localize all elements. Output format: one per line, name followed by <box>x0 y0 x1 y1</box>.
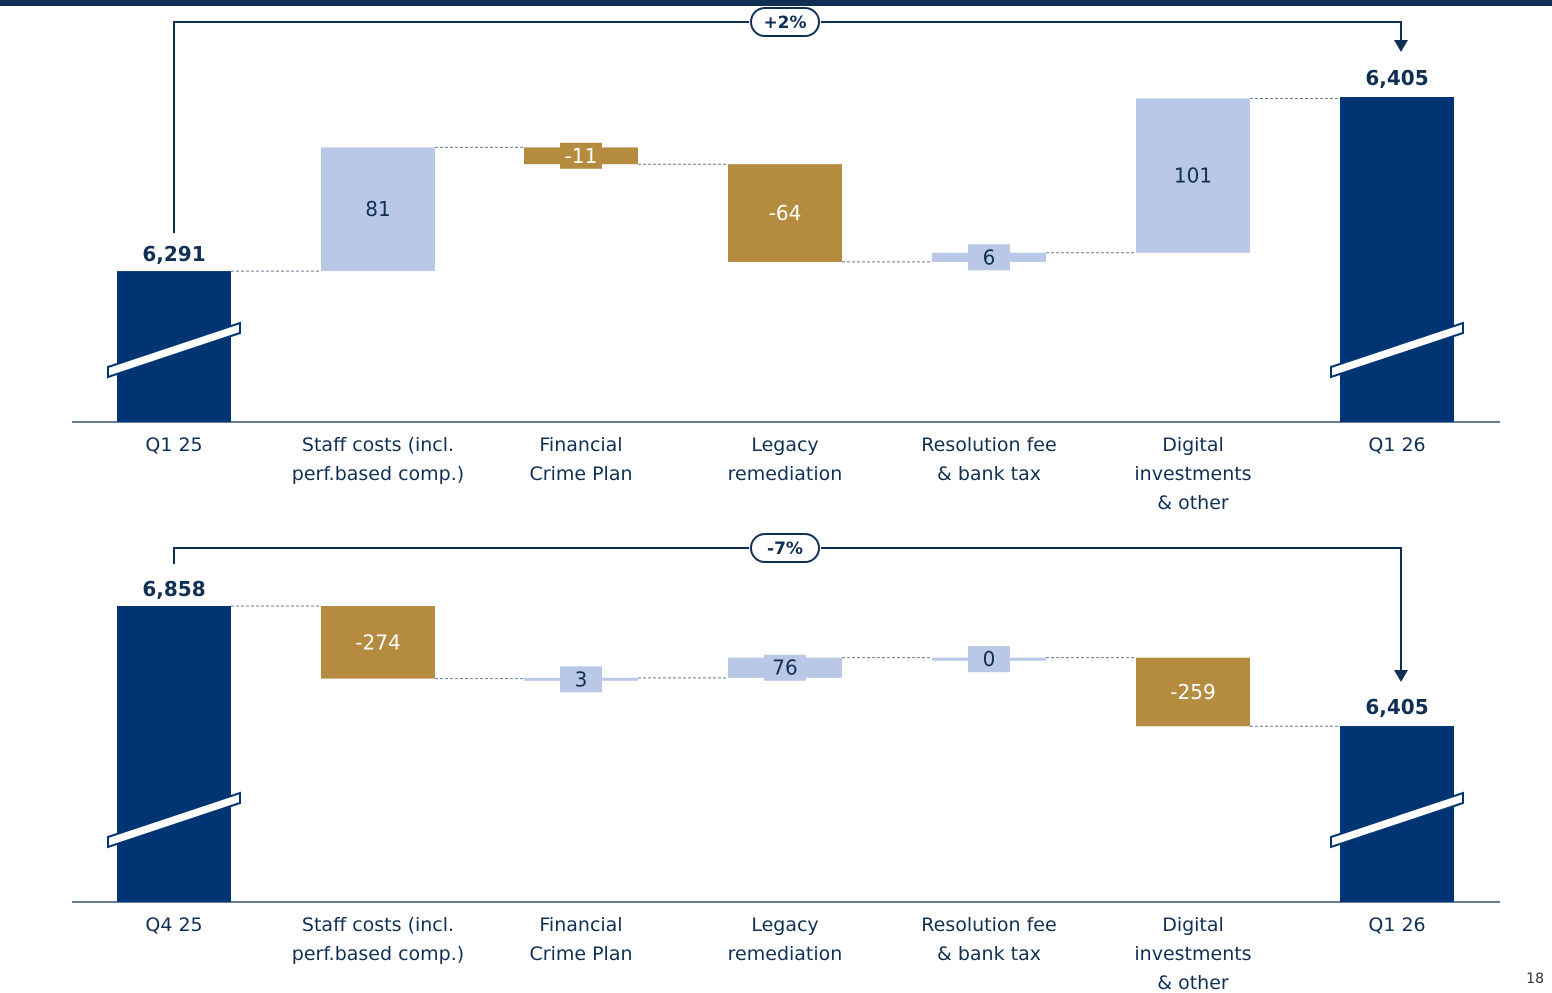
axis-break-end <box>1330 791 1464 849</box>
waterfall-panel-1: 6,291 81 -11 -64 6 101 6,405 +2% Q1 25 Staff cost… <box>72 7 1500 514</box>
category-label-1: Q1 25 <box>145 434 202 456</box>
value-label-4: 6 <box>983 245 996 269</box>
bar-step-3 <box>728 164 842 262</box>
value-label-1: -274 <box>355 630 400 654</box>
value-label-3: -64 <box>769 201 802 225</box>
total-label-end: 6,405 <box>1365 66 1428 90</box>
value-label-1: 81 <box>365 197 390 221</box>
waterfall-panel-2: 6,858 -274 3 76 0 -259 6,405 -7% Q4 25 Staff cost… <box>72 533 1500 993</box>
value-label-4: 0 <box>983 647 996 671</box>
category-label-5: Resolution fee <box>921 434 1056 456</box>
value-label-3: 76 <box>772 656 797 680</box>
category-label-4: Legacy <box>751 434 818 456</box>
value-label-5: 101 <box>1174 164 1212 188</box>
value-label-box-4 <box>968 244 1010 271</box>
bar-start <box>117 606 231 902</box>
axis-break-start <box>107 791 241 849</box>
bar-step-1 <box>321 147 435 272</box>
total-label-end: 6,405 <box>1365 695 1428 719</box>
category-label-3: Crime Plan <box>529 463 632 485</box>
category-label-2: perf.based comp.) <box>292 943 464 965</box>
category-label-2: Staff costs (incl. <box>302 914 454 936</box>
change-pill <box>750 533 820 563</box>
bar-step-5 <box>1136 657 1250 727</box>
axis-break-end <box>1330 321 1464 379</box>
change-label: -7% <box>767 539 803 559</box>
value-label-box-3 <box>764 654 806 681</box>
change-arrow-head <box>1394 670 1408 682</box>
category-label-1: Q4 25 <box>145 914 202 936</box>
value-label-2: 3 <box>575 667 588 691</box>
value-label-box-2 <box>560 142 602 169</box>
category-label-7: Q1 26 <box>1368 914 1425 936</box>
value-label-2: -11 <box>565 144 598 168</box>
category-label-5: Resolution fee <box>921 914 1056 936</box>
change-arrow-head <box>1394 40 1408 52</box>
category-label-2: Staff costs (incl. <box>302 434 454 456</box>
change-pill <box>750 7 820 37</box>
bar-step-1 <box>321 606 435 679</box>
value-label-5: -259 <box>1170 680 1215 704</box>
category-label-6: Digital <box>1162 434 1224 456</box>
value-label-box-2 <box>560 666 602 693</box>
category-label-6: & other <box>1157 972 1229 993</box>
category-label-6: Digital <box>1162 914 1224 936</box>
change-bracket-right <box>821 21 1402 42</box>
page-number: 18 <box>1526 971 1544 987</box>
category-label-3: Financial <box>539 914 622 936</box>
category-label-5: & bank tax <box>937 943 1041 965</box>
category-label-6: investments <box>1134 463 1251 485</box>
category-label-3: Crime Plan <box>529 943 632 965</box>
category-label-4: remediation <box>728 463 843 485</box>
total-label-start: 6,291 <box>142 242 205 266</box>
category-label-4: remediation <box>728 943 843 965</box>
category-label-4: Legacy <box>751 914 818 936</box>
axis-break-start <box>107 321 241 379</box>
category-label-5: & bank tax <box>937 463 1041 485</box>
total-label-start: 6,858 <box>142 577 205 601</box>
category-label-6: & other <box>1157 492 1229 514</box>
top-accent-bar <box>0 0 1552 6</box>
category-label-2: perf.based comp.) <box>292 463 464 485</box>
change-label: +2% <box>763 13 806 33</box>
change-bracket-left <box>173 21 749 234</box>
value-label-box-4 <box>968 646 1010 673</box>
change-bracket-right <box>821 547 1402 672</box>
change-bracket-left <box>173 547 749 564</box>
category-label-7: Q1 26 <box>1368 434 1425 456</box>
category-label-3: Financial <box>539 434 622 456</box>
bar-step-5 <box>1136 98 1250 253</box>
category-label-6: investments <box>1134 943 1251 965</box>
bar-end <box>1340 97 1454 422</box>
